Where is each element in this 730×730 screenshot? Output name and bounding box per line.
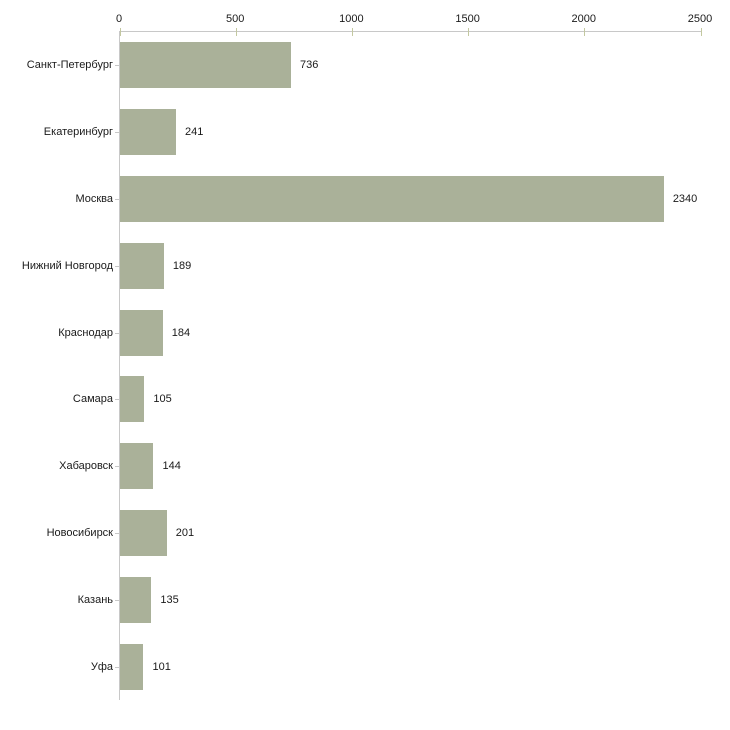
chart-row: Хабаровск 144	[59, 433, 701, 500]
category-label: Екатеринбург	[43, 126, 113, 139]
value-label: 105	[153, 393, 172, 406]
bar	[120, 443, 154, 490]
category-label: Самара	[72, 393, 113, 406]
chart-row: Нижний Новгород 189	[22, 232, 701, 299]
bar	[120, 242, 164, 289]
y-tick-mark	[115, 599, 120, 601]
bar	[120, 643, 144, 690]
bar	[120, 109, 176, 156]
x-tick-label: 1500	[455, 13, 480, 25]
value-label: 135	[160, 593, 179, 606]
x-tick-mark	[468, 28, 470, 36]
x-tick-label: 0	[115, 13, 123, 25]
value-label: 101	[152, 660, 171, 673]
x-tick-label: 2000	[571, 13, 597, 25]
bar	[120, 42, 292, 89]
category-label: Москва	[75, 192, 113, 205]
category-label: Уфа	[90, 660, 113, 673]
x-tick-label: 1000	[339, 13, 364, 25]
y-tick-mark	[115, 265, 120, 267]
chart-row: Уфа 101	[91, 633, 701, 700]
x-tick-mark	[119, 28, 121, 36]
value-label: 736	[300, 59, 319, 72]
y-tick-mark	[115, 332, 120, 334]
category-label: Казань	[77, 593, 113, 606]
x-tick-mark	[584, 28, 586, 36]
y-tick-mark	[115, 666, 120, 668]
chart-row: Краснодар 184	[58, 299, 701, 366]
y-tick-mark	[115, 132, 120, 134]
value-label: 2340	[672, 192, 698, 205]
y-tick-mark	[115, 466, 120, 468]
value-label: 144	[162, 460, 181, 473]
chart-row: Новосибирск 201	[47, 500, 701, 567]
x-tick-mark	[235, 28, 237, 36]
y-tick-mark	[115, 532, 120, 534]
chart-row: Казань 135	[78, 566, 701, 633]
plot-area: Санкт-Петербург 736 Екатеринбург 241 Москва 2…	[22, 28, 702, 700]
category-label: Краснодар	[58, 326, 113, 339]
x-axis: 0 500 1000 1500 2000 2500	[115, 0, 712, 31]
category-label: Хабаровск	[59, 460, 113, 473]
bar	[120, 376, 145, 423]
chart-row: Екатеринбург 241	[44, 99, 701, 166]
category-label: Нижний Новгород	[21, 259, 113, 272]
value-label: 201	[175, 526, 195, 539]
y-tick-mark	[115, 399, 120, 401]
value-label: 241	[185, 126, 204, 139]
category-label: Санкт-Петербург	[26, 59, 113, 72]
chart-row: Москва 2340	[75, 166, 701, 233]
y-tick-mark	[115, 198, 120, 200]
x-tick-mark	[700, 28, 702, 36]
chart-row: Санкт-Петербург 736	[27, 32, 701, 99]
x-tick-label: 500	[226, 13, 245, 25]
bar	[120, 175, 664, 222]
bar	[120, 576, 152, 623]
bar	[120, 309, 163, 356]
chart-row: Самара 105	[73, 366, 701, 433]
y-tick-mark	[115, 65, 120, 67]
category-label: Новосибирск	[46, 526, 113, 539]
value-label: 184	[171, 326, 191, 339]
bar	[120, 509, 167, 556]
x-tick-label: 2500	[687, 13, 713, 25]
x-tick-mark	[351, 28, 353, 36]
value-label: 189	[172, 259, 192, 272]
